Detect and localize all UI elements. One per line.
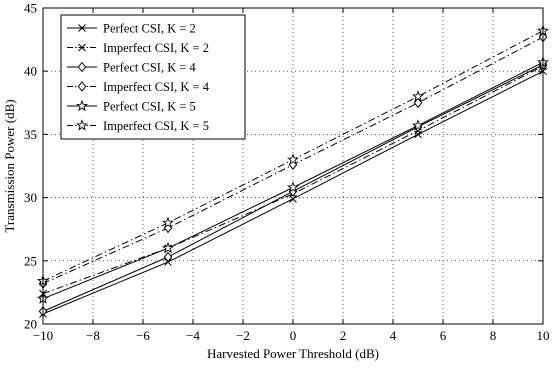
x-tick-label: 8 (490, 328, 497, 343)
x-tick-label: −8 (86, 328, 100, 343)
legend-label: Imperfect CSI, K = 2 (103, 41, 209, 55)
x-tick-label: 4 (390, 328, 397, 343)
y-tick-label: 45 (24, 1, 37, 16)
data-point-marker (163, 251, 173, 263)
legend-entry: Perfect CSI, K = 2 (67, 22, 196, 36)
data-point-marker (413, 97, 423, 109)
legend-entry: Imperfect CSI, K = 4 (67, 80, 210, 94)
legend-entry: Imperfect CSI, K = 5 (67, 119, 209, 133)
x-tick-label: −6 (136, 328, 150, 343)
data-point-marker (162, 241, 174, 254)
legend-entry: Perfect CSI, K = 4 (67, 61, 197, 75)
legend-label: Perfect CSI, K = 5 (103, 100, 196, 114)
legend-marker (77, 81, 87, 92)
legend-marker (78, 43, 86, 52)
series-line (42, 65, 544, 295)
x-tick-label: 6 (440, 328, 447, 343)
legend-entry: Imperfect CSI, K = 2 (67, 41, 209, 55)
data-point-marker (287, 153, 299, 165)
x-axis-label: Harvested Power Threshold (dB) (207, 346, 379, 361)
y-tick-label: 40 (24, 64, 37, 79)
legend-label: Perfect CSI, K = 2 (103, 22, 196, 36)
y-tick-label: 30 (24, 190, 37, 205)
legend-box (60, 14, 246, 140)
legend-marker (76, 99, 88, 112)
data-point-marker (162, 216, 174, 228)
x-tick-label: 10 (537, 328, 550, 343)
x-tick-label: −2 (236, 328, 250, 343)
y-axis-label: Transmission Power (dB) (2, 99, 17, 232)
legend-marker (78, 24, 86, 32)
legend-marker (76, 119, 88, 131)
legend-marker (77, 61, 87, 73)
data-point-marker (287, 181, 299, 193)
x-tick-label: −10 (33, 328, 53, 343)
y-tick-label: 35 (24, 127, 37, 142)
legend-label: Imperfect CSI, K = 4 (103, 80, 210, 94)
y-tick-label: 25 (24, 253, 37, 268)
x-tick-label: −4 (186, 328, 200, 343)
legend-label: Perfect CSI, K = 4 (103, 61, 197, 75)
legend-entry: Perfect CSI, K = 5 (67, 100, 196, 114)
axis-ticks: −10 −8 −6 −4 −2 0 2 4 6 8 10 20 25 30 35 40 45 (24, 1, 550, 344)
legend: Perfect CSI, K = 2 Imperfect CSI, K = 2 Pe… (60, 14, 246, 140)
x-tick-label: 2 (340, 328, 347, 343)
x-tick-label: 0 (290, 328, 297, 343)
data-point-marker (412, 119, 424, 131)
data-point-marker (412, 90, 424, 102)
legend-label: Imperfect CSI, K = 5 (103, 119, 209, 133)
y-tick-label: 20 (24, 317, 37, 332)
